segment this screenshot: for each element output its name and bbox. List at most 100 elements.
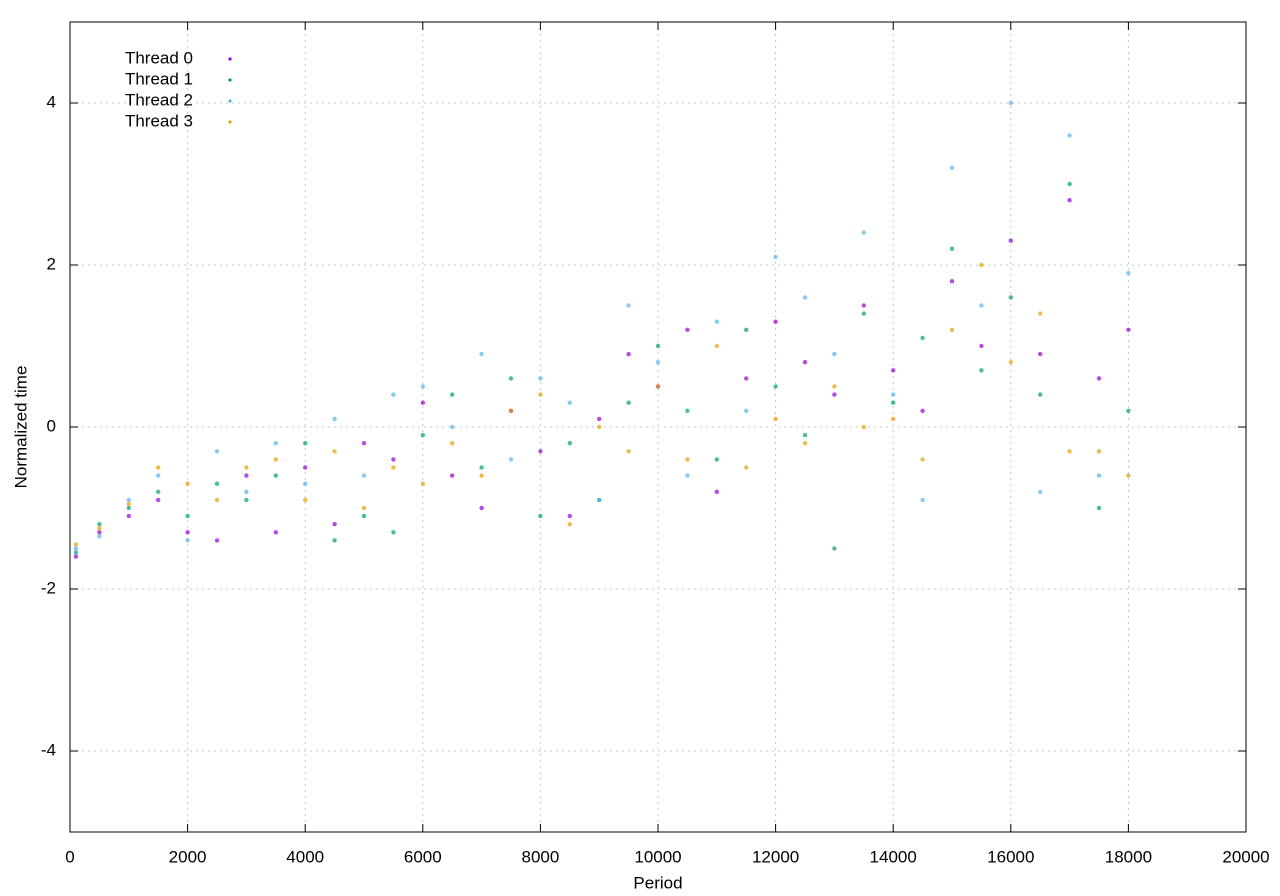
point bbox=[450, 441, 455, 446]
point bbox=[303, 465, 308, 470]
point bbox=[361, 441, 367, 446]
point bbox=[450, 424, 455, 430]
point bbox=[979, 303, 984, 308]
y-axis-label: Normalized time bbox=[11, 366, 30, 489]
legend-marker bbox=[228, 120, 232, 124]
point bbox=[685, 408, 690, 413]
legend-marker bbox=[228, 99, 232, 103]
point bbox=[1038, 489, 1043, 494]
point bbox=[802, 295, 808, 300]
point bbox=[832, 546, 837, 551]
plot-frame bbox=[69, 21, 1247, 833]
point bbox=[979, 368, 984, 373]
legend-marker bbox=[228, 57, 232, 61]
point bbox=[1126, 408, 1131, 413]
point bbox=[332, 449, 337, 454]
point bbox=[714, 489, 719, 494]
point bbox=[832, 392, 837, 397]
point bbox=[97, 530, 102, 535]
point bbox=[420, 400, 425, 405]
point bbox=[244, 473, 249, 478]
point bbox=[97, 534, 102, 539]
point bbox=[1008, 238, 1013, 243]
point bbox=[979, 262, 984, 268]
legend-label: Thread 3 bbox=[125, 111, 193, 130]
point bbox=[361, 505, 367, 511]
point bbox=[1126, 270, 1131, 276]
x-tick-label: 4000 bbox=[286, 847, 324, 866]
y-tick-label: 4 bbox=[47, 92, 56, 111]
point bbox=[244, 489, 249, 494]
point bbox=[714, 343, 719, 349]
y-tick-label: 0 bbox=[47, 416, 56, 435]
point bbox=[891, 368, 896, 373]
x-tick-label: 16000 bbox=[987, 847, 1034, 866]
point bbox=[185, 513, 190, 519]
point bbox=[391, 465, 396, 470]
point bbox=[832, 384, 837, 389]
point bbox=[156, 489, 161, 494]
point bbox=[479, 465, 484, 470]
y-tick-label: -4 bbox=[41, 740, 56, 759]
point bbox=[891, 392, 896, 397]
point bbox=[450, 473, 455, 478]
legend-label: Thread 1 bbox=[125, 69, 193, 88]
point bbox=[273, 457, 278, 462]
point bbox=[655, 343, 661, 349]
point bbox=[1126, 473, 1131, 478]
point bbox=[73, 542, 79, 547]
point bbox=[567, 522, 572, 527]
point bbox=[685, 327, 690, 332]
point bbox=[861, 311, 866, 316]
point bbox=[73, 546, 79, 551]
x-axis-label: Period bbox=[633, 873, 682, 892]
point bbox=[303, 497, 308, 503]
point bbox=[361, 513, 367, 519]
point bbox=[214, 449, 220, 454]
point bbox=[567, 441, 572, 446]
point bbox=[332, 522, 337, 527]
point bbox=[802, 360, 808, 365]
point bbox=[655, 360, 661, 365]
point bbox=[861, 303, 866, 308]
x-tick-label: 2000 bbox=[169, 847, 207, 866]
point bbox=[273, 530, 278, 535]
point bbox=[303, 441, 308, 446]
point bbox=[920, 457, 925, 462]
point bbox=[508, 457, 514, 462]
point bbox=[273, 473, 278, 478]
point bbox=[1096, 473, 1102, 478]
point bbox=[1096, 505, 1102, 511]
point bbox=[73, 554, 79, 559]
point bbox=[802, 432, 808, 438]
point bbox=[479, 473, 484, 478]
point bbox=[1038, 392, 1043, 397]
point bbox=[567, 400, 572, 405]
point bbox=[450, 392, 455, 397]
point bbox=[626, 449, 631, 454]
point bbox=[597, 497, 602, 503]
point bbox=[655, 384, 661, 389]
point bbox=[949, 327, 955, 332]
point bbox=[185, 530, 190, 535]
point bbox=[891, 416, 896, 422]
point bbox=[97, 522, 102, 527]
point bbox=[597, 424, 602, 430]
point bbox=[508, 376, 514, 381]
point bbox=[332, 416, 337, 422]
point bbox=[1067, 449, 1072, 454]
point bbox=[714, 457, 719, 462]
point bbox=[244, 465, 249, 470]
point bbox=[920, 335, 925, 341]
point bbox=[538, 376, 543, 381]
point bbox=[538, 392, 543, 397]
point bbox=[1067, 133, 1072, 138]
legend-label: Thread 0 bbox=[125, 48, 193, 67]
point bbox=[391, 457, 396, 462]
point bbox=[1008, 295, 1013, 300]
point bbox=[479, 505, 484, 511]
legend-marker bbox=[228, 78, 232, 82]
point bbox=[891, 400, 896, 405]
point bbox=[714, 319, 719, 324]
